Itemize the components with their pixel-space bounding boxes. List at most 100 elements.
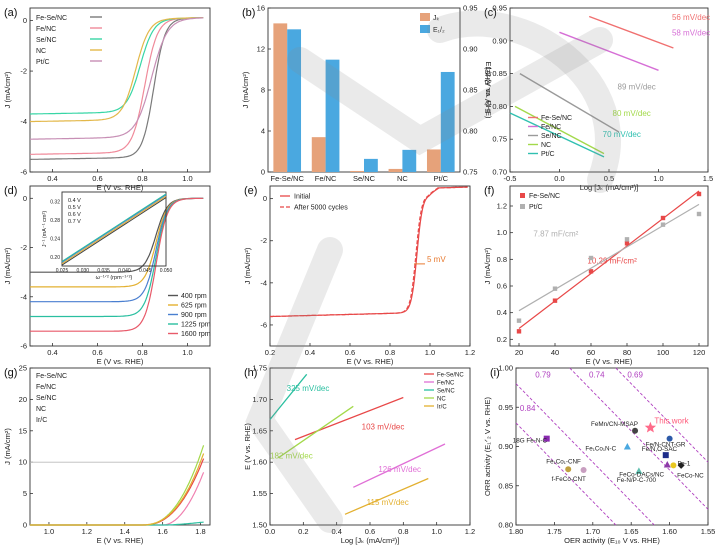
y-tick-label: 0.70 [492,168,507,177]
iso-activity-label: 0.74 [589,370,605,379]
bar-e12 [287,29,302,172]
inset-legend-entry: 0.4 V [68,198,81,204]
data-point [552,286,558,291]
category-label: Pt/C [434,174,449,183]
fit-line [518,190,700,329]
y-axis-label: J (mA/cm²) [3,428,12,465]
y-tick-label: -4 [20,292,27,301]
series-line [30,445,205,526]
y-axis-label: J (mA/cm²) [241,71,250,108]
y-tick-label: -2 [260,236,267,245]
slope-label: 325 mV/dec [287,384,330,393]
data-point [516,318,522,323]
inset-line [61,197,167,266]
panel-label: (h) [244,367,257,379]
series-line [30,17,204,123]
legend-entry: 400 rpm [181,293,207,300]
panel-label: (d) [4,185,17,197]
x-tick-label: 0.6 [92,348,102,357]
series-line [30,17,204,155]
y-tick-label: 0.2 [497,335,507,344]
x-axis-label: E (V vs. RHE) [97,357,144,366]
legend-entry: Pt/C [541,151,555,158]
x-tick-label: 0.5 [604,174,614,183]
x-tick-label: 0.0 [265,527,275,536]
y-axis-label: E (V vs. RHE) [483,66,492,113]
x-tick-label: 0.6 [365,527,375,536]
capacitance-label: 10.29 mF/cm² [587,256,637,265]
legend-entry: Initial [294,194,311,201]
panel-b: (b) 0 4 8 12 16 J (mA/cm²) Fe-Se/NC Fe/NC Se/NC NC… [241,4,493,184]
legend-entry: Se/NC [36,37,57,44]
y-tick-label: 0.8 [497,255,507,264]
y-tick-label: 1.75 [252,364,267,373]
inset-frame [61,191,167,267]
x-tick-label: 60 [587,348,595,357]
iso-activity-line [515,383,655,526]
marker-diamond [677,461,685,469]
x-tick-label: 1.0 [431,527,441,536]
y-tick-label: 1.50 [252,521,267,530]
x-tick-label: 20 [515,348,523,357]
slope-label: 103 mV/dec [362,423,405,432]
marker-square [662,452,669,459]
inset-legend-entry: 0.7 V [68,219,81,225]
category-label: NC [397,174,408,183]
y-right-tick-label: 0.75 [463,168,478,177]
legend-entry: Fe/NC [437,381,455,387]
x-tick-label: 1.5 [703,174,713,183]
inset-y-tick: 0.24 [50,236,60,242]
x-tick-label: -0.5 [504,174,517,183]
y-right-tick-label: 0.90 [463,45,478,54]
point-label: Fe/N-CNT-GR [646,442,686,449]
y-right-tick-label: 0.95 [463,4,478,13]
legend-entry: Fe-Se/NC [36,15,67,22]
y-tick-label: 5 [23,489,27,498]
y-tick-label: 0 [263,194,267,203]
panel-label: (i) [490,367,500,379]
category-label: Fe/NC [315,174,337,183]
bar-e12 [402,149,417,172]
x-tick-label: 0.6 [92,174,102,183]
legend-entry: After 5000 cycles [294,205,348,212]
x-tick-label: 1.0 [182,174,192,183]
point-label: Fe-N/P-C-700 [617,477,657,484]
y-tick-label: 0 [23,521,27,530]
inset-y-tick: 0.28 [50,218,60,224]
series-line [270,186,468,318]
x-tick-label: 1.55 [701,527,716,536]
panel-label: (a) [4,7,17,19]
y-tick-label: -4 [20,117,27,126]
y-tick-label: 0.75 [492,135,507,144]
y-tick-label: -2 [20,243,27,252]
y-tick-label: 25 [19,364,27,373]
y-tick-label: 0.80 [492,102,507,111]
slope-label: 58 mV/dec [672,29,710,38]
panel-label: (c) [484,7,497,19]
y-axis-label: J (mA/cm²) [243,247,252,284]
legend-entry: Se/NC [36,395,57,402]
legend-swatch [520,204,525,209]
marker-triangle [623,443,631,450]
inset-y-label: J⁻¹ (mA⁻¹ cm²) [42,211,48,248]
tafel-line [294,396,404,441]
x-tick-label: 0.2 [265,348,275,357]
marker-circle [580,467,587,474]
data-point [588,269,594,274]
inset-x-tick: 0.040 [118,268,131,274]
iso-activity-line [515,422,617,526]
x-tick-label: 1.6 [157,527,167,536]
x-tick-label: 0.4 [47,348,57,357]
bar-jk [311,137,326,172]
inset-x-tick: 0.025 [56,268,69,274]
inset-line [61,195,167,265]
series-line [30,197,204,332]
legend-entry: Fe-Se/NC [529,193,560,200]
x-tick-label: 1.60 [662,527,677,536]
legend-entry: Jₖ [433,15,440,22]
panel-label: (b) [242,7,255,19]
y-tick-label: -6 [260,320,267,329]
point-label: Fe/N,O-SAC [642,446,678,453]
x-axis-label: E (V vs. RHE) [97,183,144,192]
point-label: FeMn/CN-MSAP [591,421,638,428]
